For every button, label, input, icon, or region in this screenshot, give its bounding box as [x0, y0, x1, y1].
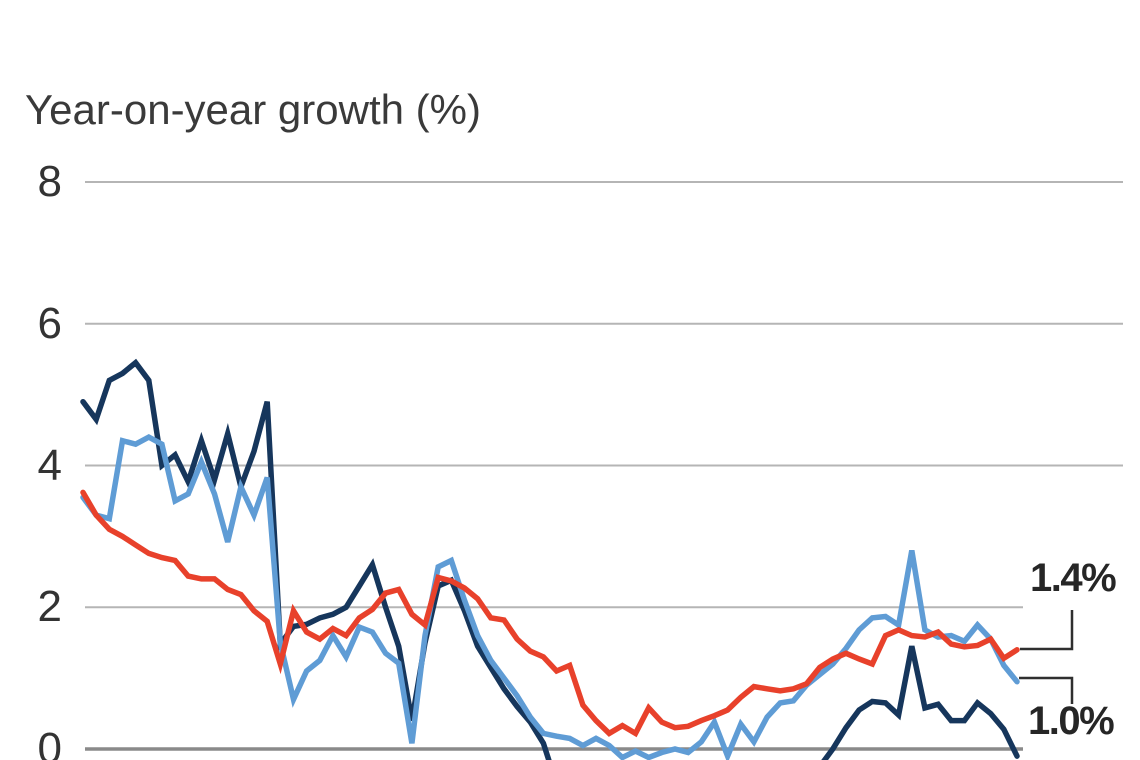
red-series-end-label: 1.4% — [1030, 556, 1117, 600]
y-axis-label-6: 6 — [37, 298, 62, 348]
red-series-line — [80, 489, 1020, 738]
y-axis-label-8: 8 — [37, 157, 62, 206]
light-blue-series-end-label: 1.0% — [1028, 699, 1115, 743]
y-axis-label-0: 0 — [37, 724, 62, 760]
red-label-leader-line — [1020, 610, 1074, 651]
y-axis-label-4: 4 — [37, 440, 62, 490]
light-blue-label-leader-line — [1019, 676, 1074, 704]
y-axis-label-2: 2 — [37, 582, 62, 632]
dark-blue-series-line — [80, 358, 1020, 760]
light-blue-series-line — [80, 433, 1020, 760]
chart-title: Year-on-year growth (%) — [25, 86, 481, 133]
